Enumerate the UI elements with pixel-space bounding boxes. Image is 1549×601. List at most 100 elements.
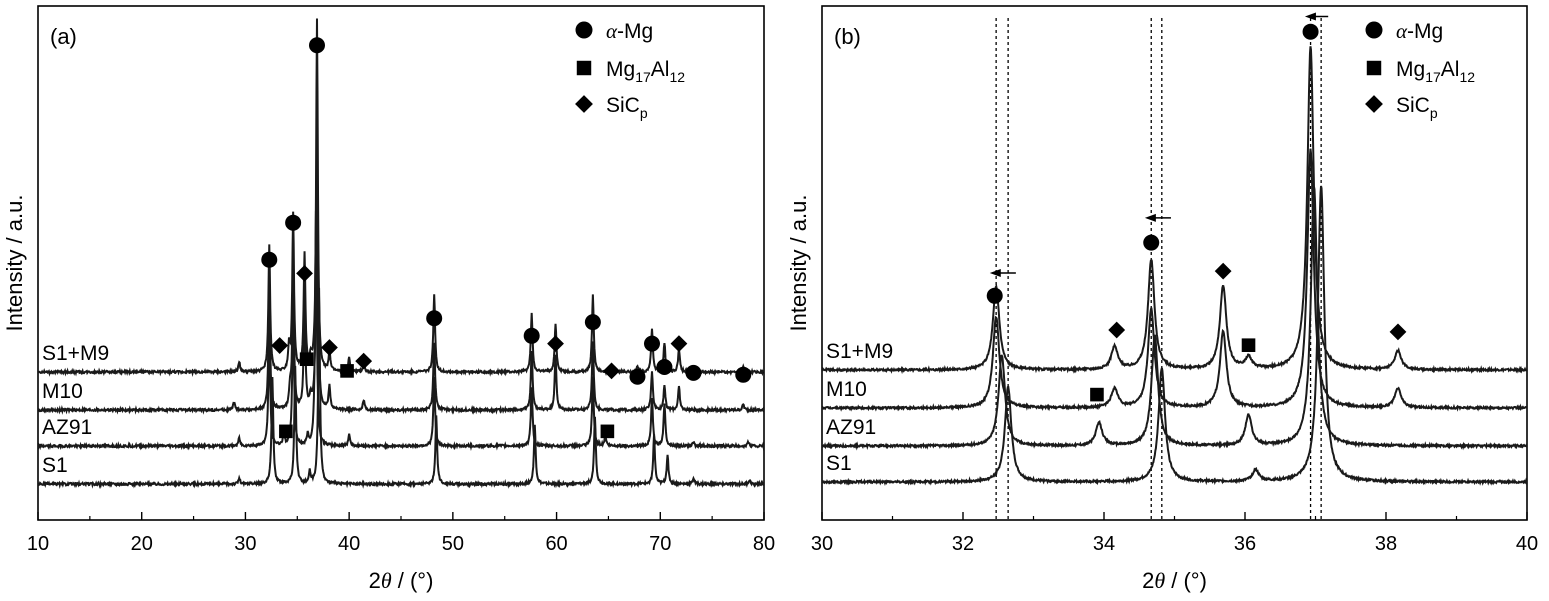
x-tick-label: 36 [1234,533,1256,555]
panel-label: (a) [50,24,77,49]
x-axis-title-suffix: / (°) [1165,568,1207,593]
x-tick-label: 32 [952,533,974,555]
series-label: AZ91 [826,416,876,439]
series-line-s1-m9 [38,18,764,377]
legend-sub: 17 [1425,69,1441,85]
y-axis-title: Intensity / a.u. [786,195,811,332]
x-axis-title-theta: θ [381,568,392,593]
series-line-s1-m9 [822,46,1527,375]
peak-circle-marker [285,214,302,231]
series-group [822,46,1527,487]
peak-circle-marker [986,287,1003,304]
series-label: S1+M9 [42,342,109,365]
peak-circle-marker [735,366,752,383]
legend-mg: -Mg [617,20,653,43]
legend-square-marker [576,60,592,76]
legend-circle-marker [575,21,593,39]
peak-diamond-marker [321,339,338,356]
legend: α-Mg Mg17Al12 SiCp [575,19,685,121]
peak-circle-marker [656,359,673,375]
peak-circle-marker [308,37,325,54]
x-tick-label: 60 [545,533,567,555]
series-line-m10 [38,135,764,415]
peak-circle-marker [629,368,646,385]
x-tick-label: 80 [753,533,775,555]
peak-diamond-marker [547,335,564,352]
x-tick-label: 30 [234,533,256,555]
legend-entry: SiCp [1396,94,1438,121]
x-tick-label: 50 [442,533,464,555]
peak-circle-marker [685,364,702,381]
peak-diamond-marker [1389,323,1407,341]
x-axis-title-suffix: / (°) [392,568,434,593]
x-tick-label: 30 [811,533,833,555]
legend-part: Al [651,58,670,81]
peak-diamond-marker [1214,262,1232,280]
panel-b: 30 32 34 36 38 40 2θ / (°) Intensity / a.u. (b) S… [786,5,1538,593]
peak-diamond-marker [670,335,688,352]
legend-sub: 12 [1459,69,1475,85]
x-axis-title: 2θ / (°) [369,568,434,593]
series-label: S1+M9 [826,340,893,363]
series-group [38,18,764,489]
peak-diamond-marker [355,352,373,370]
legend-part: SiC [1396,94,1430,117]
peak-diamond-marker [296,265,313,282]
legend-entry: α-Mg [606,19,653,43]
series-line-s1 [822,185,1527,487]
peak-diamond-marker [271,337,289,354]
legend-part: Al [1441,58,1460,81]
x-tick-label: 20 [131,533,153,555]
series-label: AZ91 [42,416,92,439]
peak-square-marker [1241,338,1256,352]
peak-circle-marker [261,251,278,268]
legend-sub: p [1430,105,1438,121]
peak-circle-marker [643,335,660,352]
legend-part: Mg [1396,58,1425,81]
peak-circle-marker [1143,234,1160,251]
peak-square-marker [340,364,354,378]
peak-diamond-marker [603,362,620,380]
x-tick-label: 70 [649,533,671,555]
legend-mg: -Mg [1407,20,1443,43]
series-line-az91 [822,186,1527,451]
legend-square-marker [1366,60,1382,76]
panel-label: (b) [834,24,861,49]
legend-sub: p [640,105,648,121]
x-tick-label: 38 [1375,533,1397,555]
legend-entry: α-Mg [1396,19,1443,43]
legend-sub: 12 [669,69,685,85]
series-line-m10 [822,148,1527,412]
peak-diamond-marker [1108,321,1126,339]
series-label: M10 [42,380,83,403]
legend-part: Mg [606,58,635,81]
x-axis-title-prefix: 2 [369,568,381,593]
legend-diamond-marker [1365,95,1383,113]
x-axis-title: 2θ / (°) [1142,568,1207,593]
shift-arrow-head [1144,213,1156,222]
y-axis-title: Intensity / a.u. [2,195,27,332]
legend-entry: Mg17Al12 [1396,58,1475,85]
peak-square-marker [299,352,314,366]
legend-circle-marker [1365,21,1383,39]
peak-square-marker [279,424,293,439]
peak-circle-marker [523,327,540,344]
series-label: S1 [42,454,68,477]
x-tick-label: 10 [27,533,49,555]
legend-entry: Mg17Al12 [606,58,685,85]
series-line-s1 [38,287,764,489]
panel-a: 10 20 30 40 50 60 70 80 2θ / (°) Intensity / a.u.… [2,5,775,593]
legend-sub: 17 [635,69,651,85]
series-line-az91 [38,211,764,452]
peak-circle-marker [584,314,601,331]
x-tick-label: 34 [1093,533,1115,555]
peak-circle-marker [1302,23,1319,40]
series-label: S1 [826,452,852,475]
legend-alpha: α [1396,19,1408,43]
peak-circle-marker [426,310,443,327]
legend-diamond-marker [575,95,593,113]
shift-arrow-head [989,269,1001,277]
x-axis-title-prefix: 2 [1142,568,1154,593]
x-tick-label: 40 [338,533,360,555]
